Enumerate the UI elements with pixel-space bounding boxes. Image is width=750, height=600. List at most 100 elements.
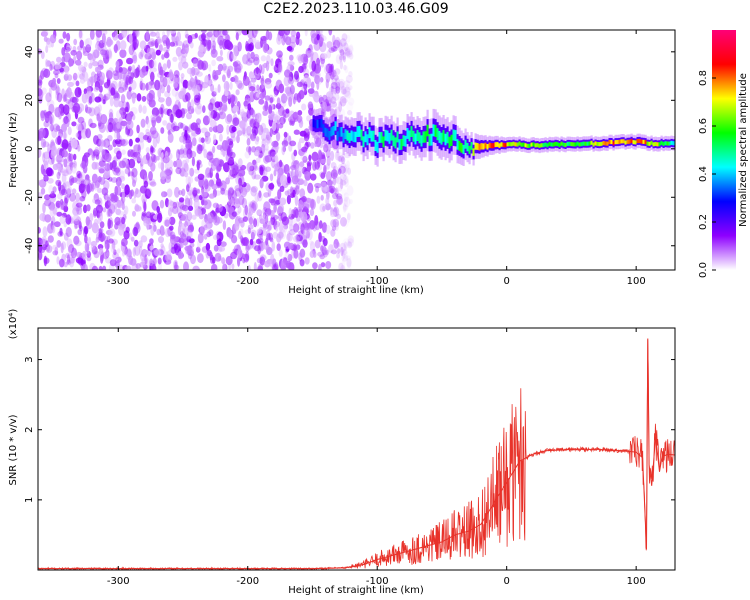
noise-blob <box>101 140 110 148</box>
noise-blob <box>88 76 96 83</box>
noise-blob <box>38 148 42 159</box>
noise-blob <box>320 60 325 68</box>
ridge-core <box>666 141 669 146</box>
noise-blob <box>262 223 269 230</box>
noise-blob <box>303 133 310 142</box>
noise-blob <box>185 92 191 102</box>
noise-blob <box>210 84 215 92</box>
noise-blob <box>278 221 284 232</box>
noise-blob <box>139 53 144 60</box>
noise-blob <box>80 160 86 171</box>
noise-blob <box>338 262 344 270</box>
noise-blob <box>216 56 224 62</box>
noise-blob <box>250 185 258 193</box>
noise-blob <box>145 115 149 125</box>
noise-blob <box>103 180 110 191</box>
noise-blob <box>99 158 104 167</box>
noise-blob <box>59 215 66 224</box>
noise-blob <box>114 256 122 263</box>
noise-blob <box>196 143 203 155</box>
ridge-core <box>610 140 613 145</box>
ridge-core <box>632 140 635 145</box>
noise-blob <box>317 251 325 257</box>
noise-blob <box>92 61 99 67</box>
noise-blob <box>332 218 340 228</box>
noise-blob <box>73 235 80 245</box>
noise-blob <box>278 30 285 37</box>
noise-blob <box>265 30 270 41</box>
noise-blob <box>260 38 264 48</box>
noise-blob <box>173 160 177 168</box>
ridge-core <box>442 130 445 142</box>
noise-blob <box>102 265 107 270</box>
noise-blob <box>332 172 338 178</box>
noise-blob <box>344 47 351 57</box>
noise-blob <box>254 30 258 34</box>
noise-blob <box>156 206 160 213</box>
noise-blob <box>56 211 63 217</box>
noise-blob <box>278 249 283 257</box>
noise-blob <box>71 163 77 174</box>
noise-blob <box>334 68 341 75</box>
noise-blob <box>342 86 351 98</box>
noise-blob <box>249 238 254 246</box>
noise-blob <box>71 96 79 104</box>
noise-blob <box>108 112 114 123</box>
noise-blob <box>201 200 208 206</box>
noise-blob <box>228 165 233 177</box>
y-tick-label: 40 <box>24 45 35 58</box>
ridge-core <box>600 141 603 146</box>
ridge-core <box>598 142 601 147</box>
noise-blob <box>61 139 69 150</box>
noise-blob <box>52 163 59 171</box>
noise-blob <box>93 218 99 228</box>
noise-blob <box>268 104 273 115</box>
noise-blob <box>284 30 291 36</box>
ridge-core <box>618 139 621 144</box>
noise-blob <box>107 218 111 230</box>
ridge-core <box>334 121 337 131</box>
noise-blob <box>116 210 125 216</box>
noise-blob <box>342 238 350 248</box>
noise-blob <box>242 116 248 124</box>
noise-blob <box>319 220 323 229</box>
noise-blob <box>310 142 315 149</box>
noise-blob <box>330 82 338 89</box>
noise-blob <box>131 64 136 73</box>
noise-blob <box>251 117 256 124</box>
noise-blob <box>136 93 142 102</box>
noise-blob <box>298 199 304 210</box>
noise-blob <box>242 257 246 264</box>
noise-blob <box>108 108 114 119</box>
noise-blob <box>58 38 64 44</box>
ridge-core <box>370 130 373 142</box>
noise-blob <box>271 241 276 252</box>
ridge-core <box>488 142 491 148</box>
noise-blob <box>312 93 319 100</box>
noise-blob <box>173 243 181 254</box>
ridge-core <box>584 141 587 146</box>
noise-blob <box>338 164 343 171</box>
noise-blob <box>113 167 121 173</box>
noise-blob <box>126 111 133 123</box>
ridge-core <box>534 143 537 148</box>
noise-blob <box>85 37 92 48</box>
noise-blob <box>255 238 261 245</box>
y-tick-label: 2 <box>24 427 35 433</box>
noise-blob <box>45 240 49 248</box>
noise-blob <box>287 61 295 67</box>
x-tick-label: -300 <box>107 576 130 587</box>
noise-blob <box>152 220 156 226</box>
snr-line <box>38 338 675 570</box>
noise-blob <box>344 86 351 93</box>
noise-blob <box>237 158 243 168</box>
noise-blob <box>245 59 253 66</box>
ridge-core <box>450 134 453 146</box>
noise-blob <box>311 60 317 72</box>
noise-blob <box>347 241 353 249</box>
ridge-core <box>374 140 377 151</box>
noise-blob <box>115 176 122 187</box>
noise-blob <box>64 181 71 187</box>
ridge-core <box>376 141 379 153</box>
noise-blob <box>192 58 199 68</box>
